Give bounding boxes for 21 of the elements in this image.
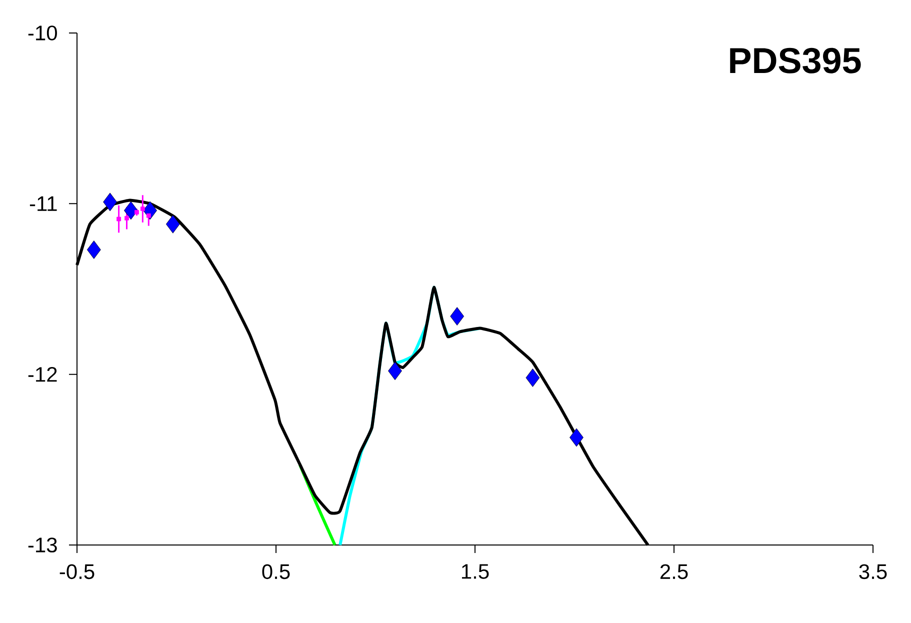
y-tick-label: -13 (28, 538, 57, 552)
point (86, 240, 101, 259)
y-tick-label: -11 (30, 196, 57, 211)
x-tick-label: 0.5 (262, 564, 290, 580)
chart-title: PDS395 (730, 48, 861, 74)
x-tick-label: 3.5 (859, 564, 887, 580)
point (570, 428, 584, 447)
point (124, 216, 129, 220)
x-tick-label: -0.5 (60, 564, 94, 580)
x-tick-label: 1.5 (462, 564, 489, 579)
y-tick-label: -10 (28, 26, 57, 40)
point (388, 362, 402, 380)
point (166, 214, 180, 234)
point (146, 213, 151, 218)
point (526, 368, 540, 387)
point (140, 206, 145, 211)
y-tick-label: -12 (28, 367, 57, 382)
point (450, 307, 464, 326)
x-tick-label: 2.5 (660, 564, 688, 580)
point (103, 192, 117, 212)
point (116, 216, 121, 222)
